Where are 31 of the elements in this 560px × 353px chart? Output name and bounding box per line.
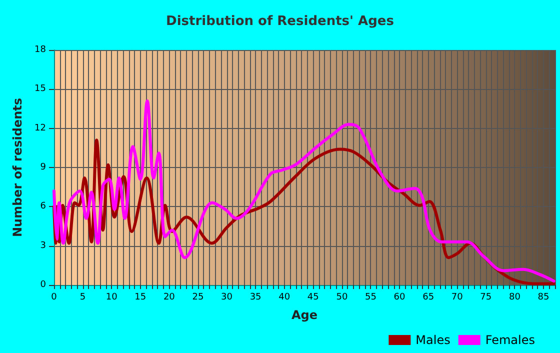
y-tick-label: 18 [34, 45, 46, 55]
y-tick-label: 15 [34, 84, 46, 94]
x-tick-label: 40 [278, 292, 290, 302]
x-tick-label: 75 [480, 292, 492, 302]
x-axis-title: Age [291, 308, 318, 322]
x-tick-label: 85 [538, 292, 550, 302]
x-tick-label: 80 [508, 292, 521, 302]
x-tick-label: 55 [365, 292, 376, 302]
x-tick-label: 30 [221, 292, 233, 302]
legend-label: Females [485, 333, 535, 347]
x-tick-label: 60 [394, 292, 406, 302]
y-tick-label: 3 [40, 240, 46, 251]
x-tick-label: 50 [336, 292, 348, 302]
x-tick-label: 15 [134, 292, 146, 302]
x-tick-label: 35 [250, 292, 262, 302]
x-tick-label: 65 [422, 292, 434, 302]
y-tick-label: 0 [40, 280, 46, 290]
y-tick-label: 9 [40, 162, 46, 172]
x-tick-label: 0 [51, 292, 58, 302]
legend-label: Males [416, 333, 450, 347]
y-tick-label: 6 [40, 202, 46, 212]
x-tick-label: 10 [106, 292, 118, 302]
x-tick-label: 20 [163, 292, 176, 302]
chart-title: Distribution of Residents' Ages [166, 14, 394, 29]
x-tick-label: 45 [307, 292, 319, 302]
line-series [52, 99, 556, 283]
y-axis-title: Number of residents [10, 98, 25, 238]
x-tick-label: 70 [451, 292, 464, 302]
x-tick-label: 25 [192, 292, 204, 302]
y-tick-label: 12 [34, 123, 46, 134]
x-tick-label: 5 [80, 292, 86, 302]
